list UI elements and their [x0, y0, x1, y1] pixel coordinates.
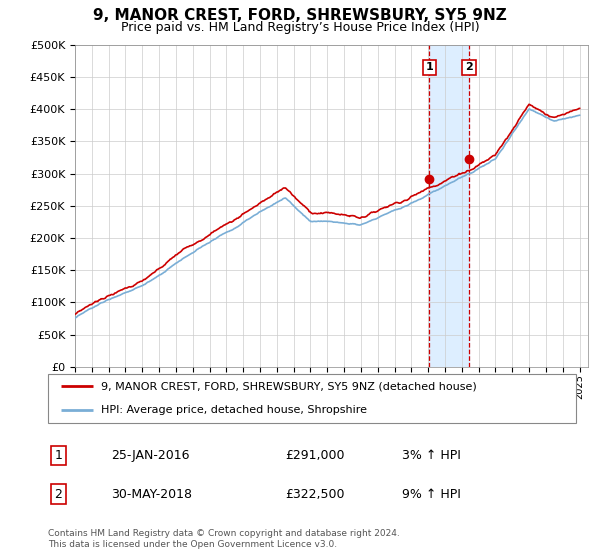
Text: 9% ↑ HPI: 9% ↑ HPI [402, 488, 461, 501]
Text: HPI: Average price, detached house, Shropshire: HPI: Average price, detached house, Shro… [101, 405, 367, 415]
Text: 3% ↑ HPI: 3% ↑ HPI [402, 449, 461, 462]
Text: 9, MANOR CREST, FORD, SHREWSBURY, SY5 9NZ: 9, MANOR CREST, FORD, SHREWSBURY, SY5 9N… [93, 8, 507, 24]
Text: 1: 1 [55, 449, 62, 462]
Text: 2: 2 [55, 488, 62, 501]
Text: 9, MANOR CREST, FORD, SHREWSBURY, SY5 9NZ (detached house): 9, MANOR CREST, FORD, SHREWSBURY, SY5 9N… [101, 381, 476, 391]
Text: Price paid vs. HM Land Registry’s House Price Index (HPI): Price paid vs. HM Land Registry’s House … [121, 21, 479, 34]
Text: 30-MAY-2018: 30-MAY-2018 [112, 488, 193, 501]
FancyBboxPatch shape [48, 374, 576, 423]
Text: 25-JAN-2016: 25-JAN-2016 [112, 449, 190, 462]
Text: Contains HM Land Registry data © Crown copyright and database right 2024.
This d: Contains HM Land Registry data © Crown c… [48, 529, 400, 549]
Text: £291,000: £291,000 [286, 449, 345, 462]
Text: £322,500: £322,500 [286, 488, 345, 501]
Text: 2: 2 [465, 62, 473, 72]
Bar [430, 45, 469, 367]
Text: 1: 1 [425, 62, 433, 72]
